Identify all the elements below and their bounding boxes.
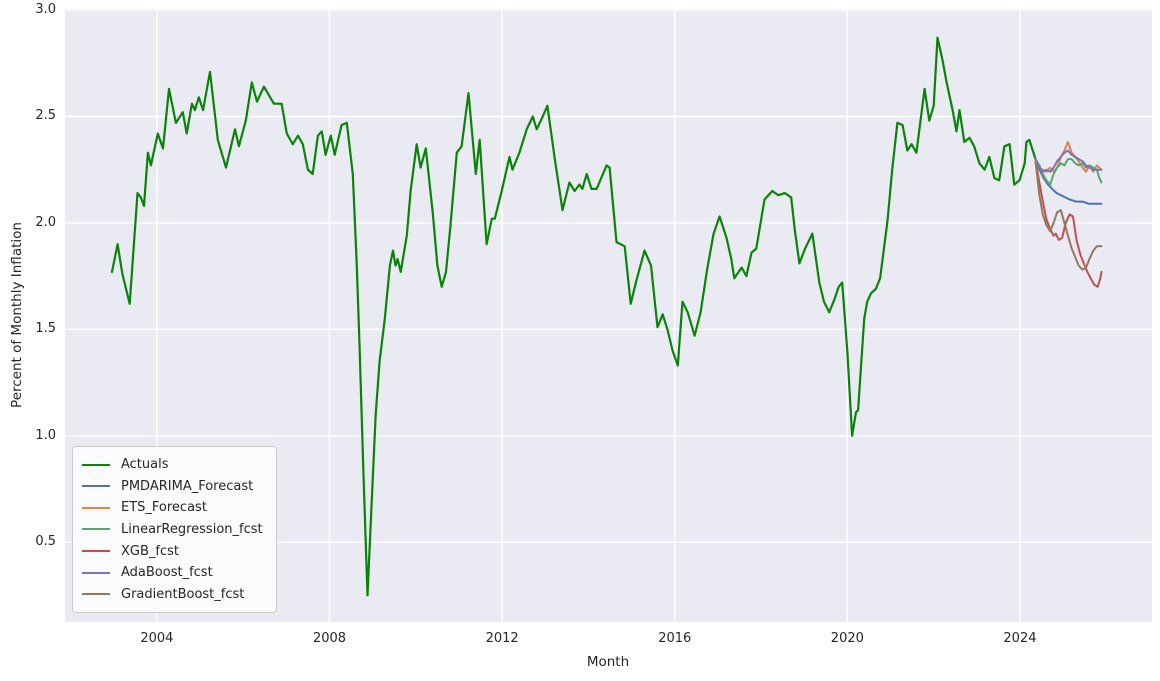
legend-item-linearregression_fcst: LinearRegression_fcst [82, 519, 263, 541]
chart-canvas [65, 9, 1152, 622]
y-tick-label: 0.5 [35, 534, 56, 550]
legend-label: PMDARIMA_Forecast [121, 478, 254, 494]
plot-area: Actuals PMDARIMA_Forecast ETS_Forecast Line… [65, 9, 1152, 622]
y-tick-label: 3.0 [35, 2, 56, 18]
series-xgb_fcst-line [1034, 160, 1103, 288]
x-tick-label: 2024 [1003, 631, 1037, 646]
y-tick-label: 1.5 [35, 321, 56, 337]
legend: Actuals PMDARIMA_Forecast ETS_Forecast Line… [72, 445, 277, 613]
y-axis-label: Percent of Monthly Inflation [9, 222, 25, 408]
series-gradientboost_fcst-line [1034, 160, 1103, 271]
legend-swatch [82, 550, 110, 553]
legend-item-pmdarima_forecast: PMDARIMA_Forecast [82, 475, 263, 497]
series-actuals-line [110, 36, 1037, 597]
legend-label: AdaBoost_fcst [121, 565, 213, 581]
legend-swatch [82, 463, 110, 466]
legend-item-xgb_fcst: XGB_fcst [82, 540, 263, 562]
legend-swatch [82, 506, 110, 509]
legend-label: GradientBoost_fcst [121, 586, 245, 602]
legend-label: ETS_Forecast [121, 500, 207, 516]
y-tick-label: 2.0 [35, 214, 56, 230]
legend-swatch [82, 593, 110, 596]
legend-label: LinearRegression_fcst [121, 521, 263, 537]
x-tick-label: 2004 [140, 631, 174, 646]
legend-swatch [82, 571, 110, 574]
legend-label: XGB_fcst [121, 543, 179, 559]
legend-item-gradientboost_fcst: GradientBoost_fcst [82, 583, 263, 605]
legend-item-ets_forecast: ETS_Forecast [82, 497, 263, 519]
x-tick-label: 2016 [658, 631, 692, 646]
legend-label: Actuals [121, 457, 169, 473]
series-linearregression_fcst-line [1034, 158, 1103, 186]
y-tick-label: 2.5 [35, 108, 56, 124]
x-tick-label: 2008 [312, 631, 347, 646]
x-axis-label: Month [586, 654, 630, 670]
series-adaboost_fcst-line [1034, 149, 1103, 173]
x-tick-label: 2012 [485, 631, 519, 646]
x-tick-label: 2020 [830, 631, 864, 646]
legend-item-adaboost_fcst: AdaBoost_fcst [82, 562, 263, 584]
legend-swatch [82, 485, 110, 488]
legend-item-actuals: Actuals [82, 454, 263, 476]
series-pmdarima_forecast-line [1034, 160, 1103, 205]
y-tick-label: 1.0 [35, 427, 56, 443]
legend-swatch [82, 528, 110, 531]
